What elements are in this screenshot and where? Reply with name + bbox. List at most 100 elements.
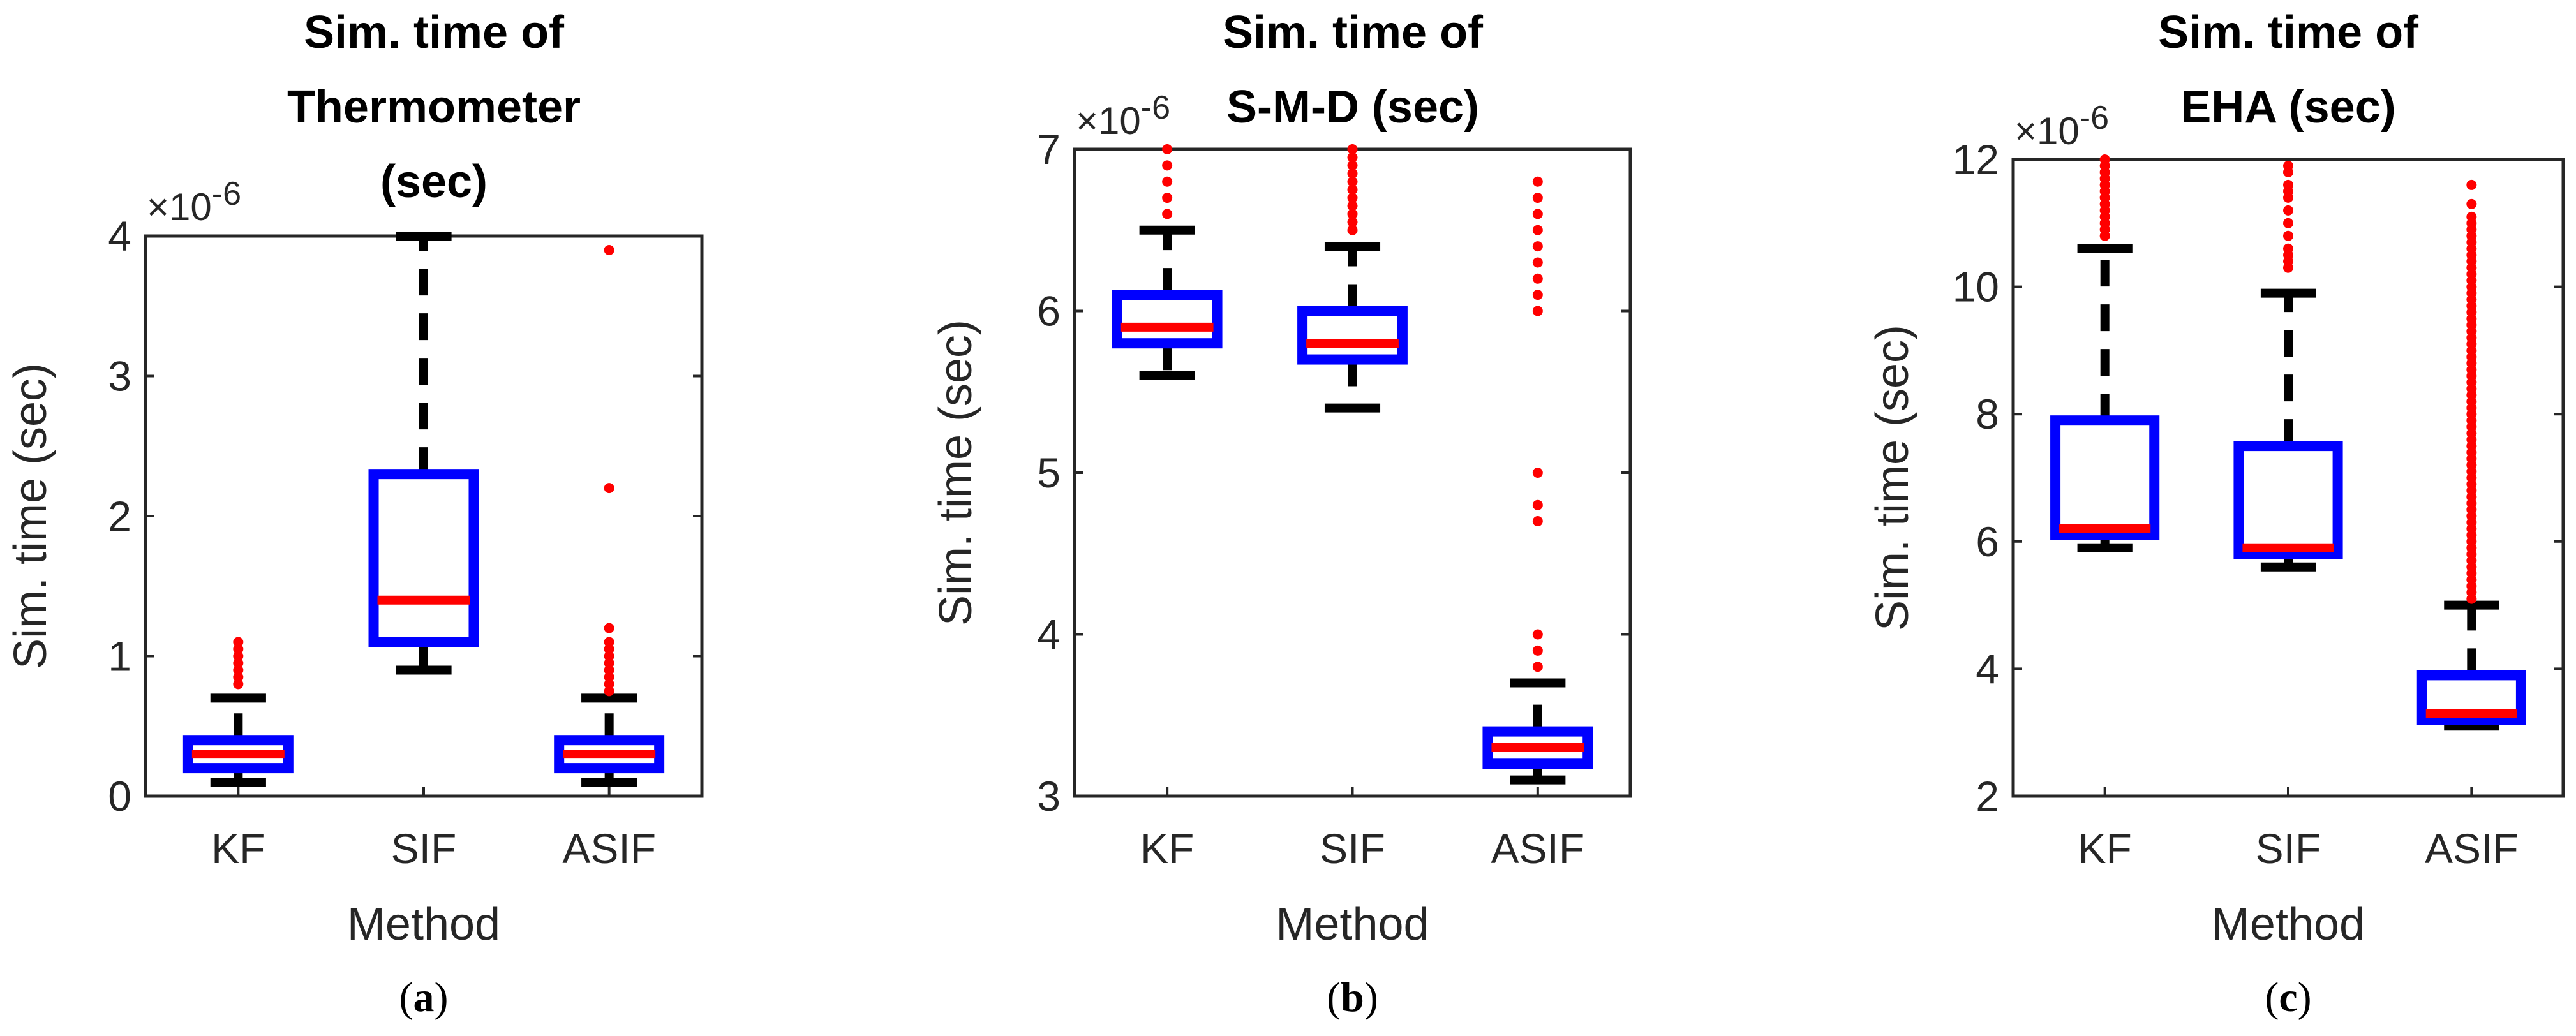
y-tick-label: 6 xyxy=(1037,288,1061,335)
outlier-point xyxy=(233,679,244,690)
outlier-point xyxy=(1347,217,1358,228)
x-tick-label: ASIF xyxy=(562,825,656,872)
y-tick-label: 1 xyxy=(108,633,131,680)
outlier-point xyxy=(1162,160,1173,171)
outlier-point xyxy=(1162,193,1173,204)
outlier-point xyxy=(1532,662,1543,672)
outlier-point xyxy=(604,644,614,655)
outlier-point xyxy=(2466,198,2477,209)
y-tick-label: 2 xyxy=(108,492,131,540)
panel-label-letter: a xyxy=(413,974,435,1021)
outlier-point xyxy=(233,637,244,648)
y-tick-label: 8 xyxy=(1976,390,1999,438)
outlier-point xyxy=(1532,516,1543,527)
outlier-point xyxy=(2466,211,2477,222)
outlier-point xyxy=(233,665,244,676)
panel-label: (c) xyxy=(2265,974,2311,1021)
outlier-point xyxy=(604,686,614,697)
outlier-point xyxy=(2283,230,2293,241)
y-tick-label: 4 xyxy=(1976,645,1999,692)
panel-label-open: ( xyxy=(399,974,413,1021)
outlier-point xyxy=(1532,629,1543,640)
iqr-box xyxy=(368,469,479,648)
panel-label-close: ) xyxy=(1364,974,1378,1021)
outlier-point xyxy=(1347,176,1358,187)
outlier-point xyxy=(2283,205,2293,216)
outlier-point xyxy=(1347,209,1358,219)
x-tick-label: ASIF xyxy=(2425,825,2519,872)
outlier-point xyxy=(2099,154,2110,165)
chart-title-line: S-M-D (sec) xyxy=(1226,82,1479,133)
y-tick-label: 2 xyxy=(1976,773,1999,820)
iqr-box xyxy=(1112,290,1223,349)
outlier-point xyxy=(233,644,244,655)
y-exponent-label: ×10-6 xyxy=(1076,89,1170,142)
panel-label-open: ( xyxy=(1327,974,1341,1021)
box-kf xyxy=(182,637,294,787)
outlier-point xyxy=(1532,290,1543,300)
outlier-point xyxy=(1532,645,1543,656)
outlier-point xyxy=(2283,160,2293,171)
y-tick-label: 12 xyxy=(1953,136,1999,183)
outlier-point xyxy=(604,679,614,690)
outlier-point xyxy=(1347,160,1358,171)
exponent-base: ×10 xyxy=(1076,100,1141,142)
outlier-point xyxy=(604,665,614,676)
exponent-power: -6 xyxy=(212,175,241,212)
outlier-point xyxy=(1162,144,1173,154)
x-tick-label: KF xyxy=(1140,825,1194,872)
box-sif xyxy=(2233,160,2343,572)
x-axis-label: Method xyxy=(1276,899,1429,950)
y-tick-label: 7 xyxy=(1037,126,1061,173)
outlier-point xyxy=(1532,500,1543,510)
box-sif xyxy=(1297,144,1408,413)
panel-label: (b) xyxy=(1327,974,1378,1021)
box-kf xyxy=(2050,154,2160,552)
panel-c: 2 4 6 8 10 12 ×10-6 KF SIF ASIF Method Sim. time (s… xyxy=(1867,7,2565,1021)
outlier-point xyxy=(233,658,244,669)
panel-label-close: ) xyxy=(2298,974,2312,1021)
box-kf xyxy=(1112,144,1223,380)
outlier-point xyxy=(1532,176,1543,187)
panel-label-letter: c xyxy=(2279,974,2297,1021)
chart-title-line: Sim. time of xyxy=(1223,7,1484,58)
chart-title-line: Thermometer xyxy=(287,82,581,133)
outlier-point xyxy=(1532,306,1543,316)
box-sif xyxy=(368,232,479,675)
iqr-box xyxy=(1297,306,1408,365)
chart-title-line: (sec) xyxy=(380,156,488,207)
x-tick-label: KF xyxy=(2078,825,2131,872)
iqr-box xyxy=(2050,415,2160,540)
y-tick-label: 10 xyxy=(1953,263,1999,311)
x-tick-label: SIF xyxy=(2256,825,2321,872)
chart-title-line: Sim. time of xyxy=(304,7,565,58)
outlier-point xyxy=(1532,241,1543,252)
outlier-point xyxy=(604,637,614,648)
y-tick-label: 4 xyxy=(108,212,131,260)
exponent-power: -6 xyxy=(2080,100,2109,137)
y-exponent-label: ×10-6 xyxy=(147,175,241,228)
box-asif xyxy=(2416,179,2526,731)
box-asif xyxy=(554,244,665,787)
x-axis-label: Method xyxy=(2212,899,2365,950)
outlier-point xyxy=(1532,273,1543,284)
panel-a: 0 1 2 3 4 ×10-6 KF SIF ASIF Method Sim. time (sec)… xyxy=(5,7,704,1021)
outlier-point xyxy=(2466,179,2477,190)
outlier-point xyxy=(2283,218,2293,228)
y-axis-label: Sim. time (sec) xyxy=(5,363,56,669)
y-tick-label: 6 xyxy=(1976,518,1999,565)
y-tick-label: 5 xyxy=(1037,449,1061,496)
outlier-point xyxy=(233,651,244,662)
box-asif xyxy=(1482,176,1593,785)
exponent-base: ×10 xyxy=(2014,110,2080,152)
outlier-point xyxy=(2283,179,2293,190)
panel-label-letter: b xyxy=(1341,974,1364,1021)
outlier-point xyxy=(1532,193,1543,204)
exponent-power: -6 xyxy=(1141,89,1170,126)
outlier-point xyxy=(1347,144,1358,154)
outlier-point xyxy=(1347,168,1358,179)
panel-label-close: ) xyxy=(435,974,449,1021)
panel-label: (a) xyxy=(399,974,449,1021)
